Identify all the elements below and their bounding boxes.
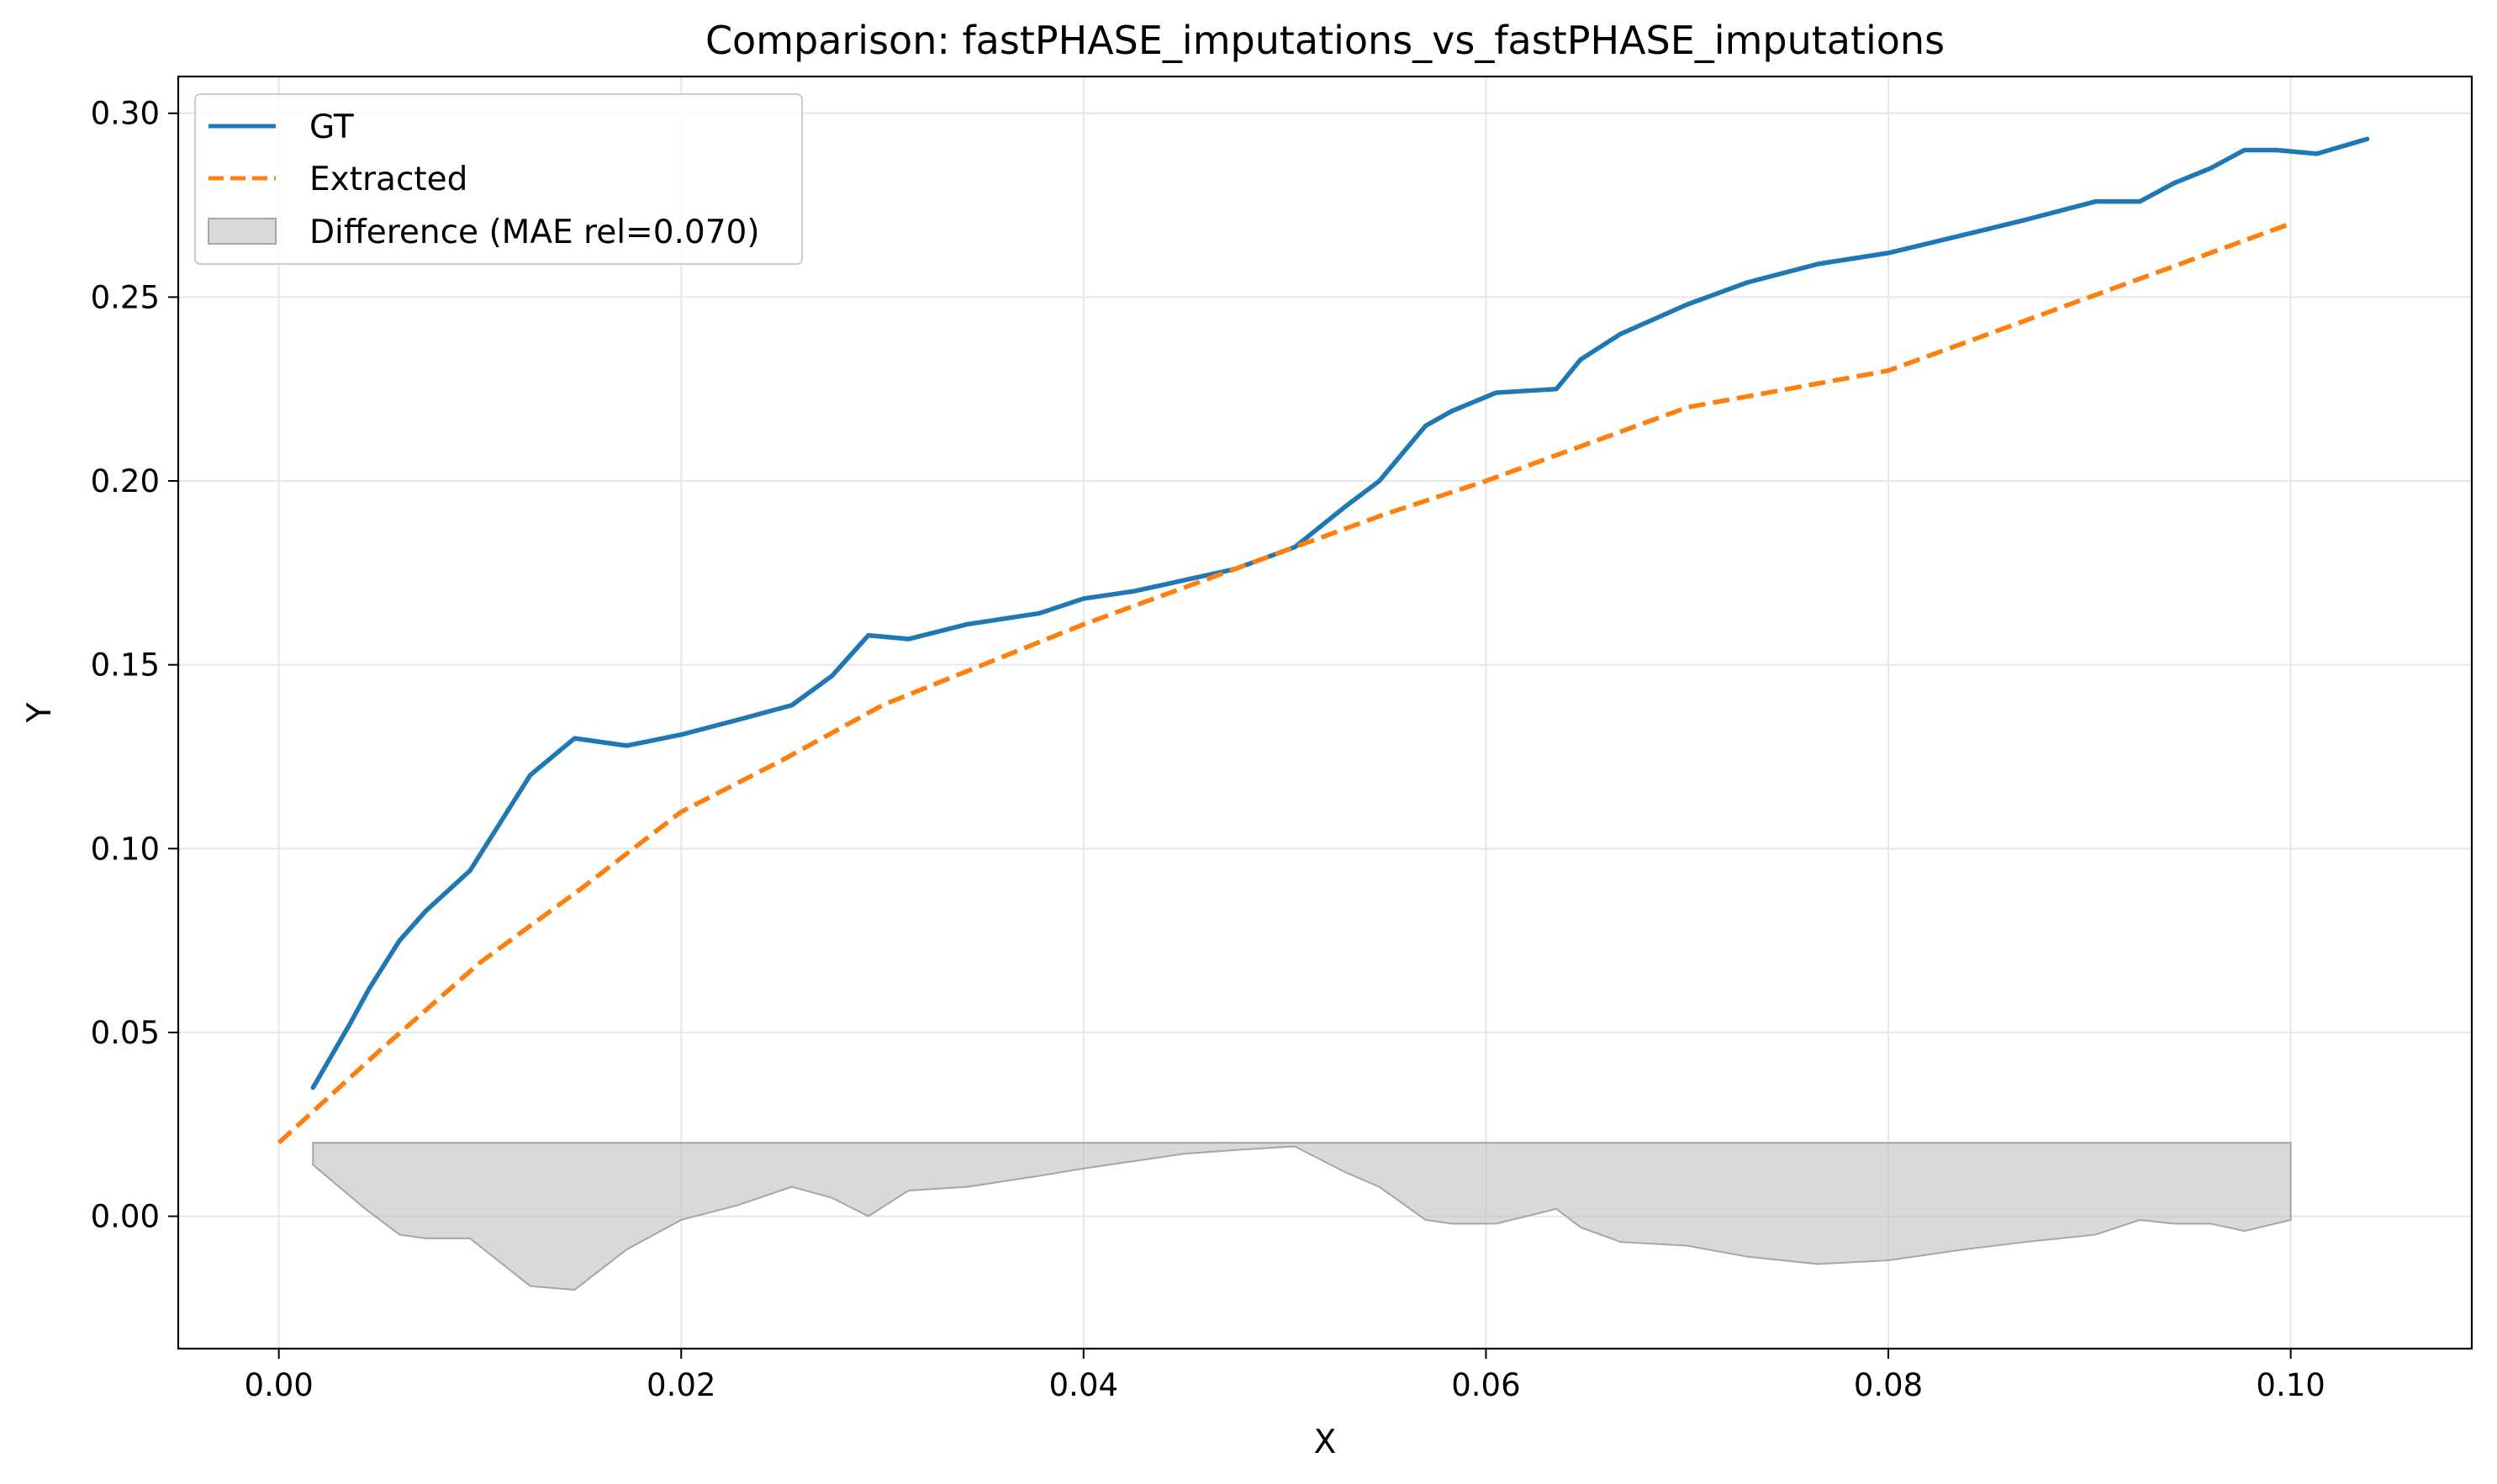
series-line-extracted xyxy=(277,221,2292,1145)
y-tick-label: 0.00 xyxy=(91,1199,160,1235)
y-tick-label: 0.30 xyxy=(91,96,160,132)
series-layer xyxy=(277,136,2370,1145)
y-tick-label: 0.10 xyxy=(91,831,160,867)
x-tick-label: 0.02 xyxy=(647,1367,715,1403)
legend-difference-label: Difference (MAE rel=0.070) xyxy=(309,214,760,251)
plot-frame xyxy=(177,75,2473,1350)
x-tick-label: 0.04 xyxy=(1049,1367,1118,1403)
axis-ticks: 0.00 0.02 0.04 0.06 0.08 0.10 0.00 0.05 0.10 0.15… xyxy=(91,96,2325,1403)
legend-gt-label: GT xyxy=(309,108,354,146)
legend: GT Extracted Difference (MAE rel=0.070) xyxy=(194,93,803,265)
x-axis-label: X xyxy=(1314,1423,1337,1461)
y-tick-label: 0.25 xyxy=(91,279,160,315)
x-tick-label: 0.08 xyxy=(1854,1367,1923,1403)
y-tick-label: 0.20 xyxy=(91,463,160,499)
y-tick-label: 0.05 xyxy=(91,1015,160,1051)
legend-box xyxy=(194,93,803,265)
y-tick-label: 0.15 xyxy=(91,647,160,684)
legend-extracted-label: Extracted xyxy=(309,161,467,198)
chart-title: Comparison: fastPHASE_imputations_vs_fas… xyxy=(705,18,1945,63)
series-line-gt xyxy=(310,136,2370,1091)
difference-band-layer xyxy=(312,1142,2292,1291)
y-axis-label: Y xyxy=(21,702,59,723)
x-tick-label: 0.06 xyxy=(1451,1367,1520,1403)
difference-band xyxy=(312,1142,2292,1291)
x-tick-label: 0.10 xyxy=(2256,1367,2325,1403)
x-tick-label: 0.00 xyxy=(244,1367,313,1403)
legend-difference-swatch xyxy=(208,218,277,245)
